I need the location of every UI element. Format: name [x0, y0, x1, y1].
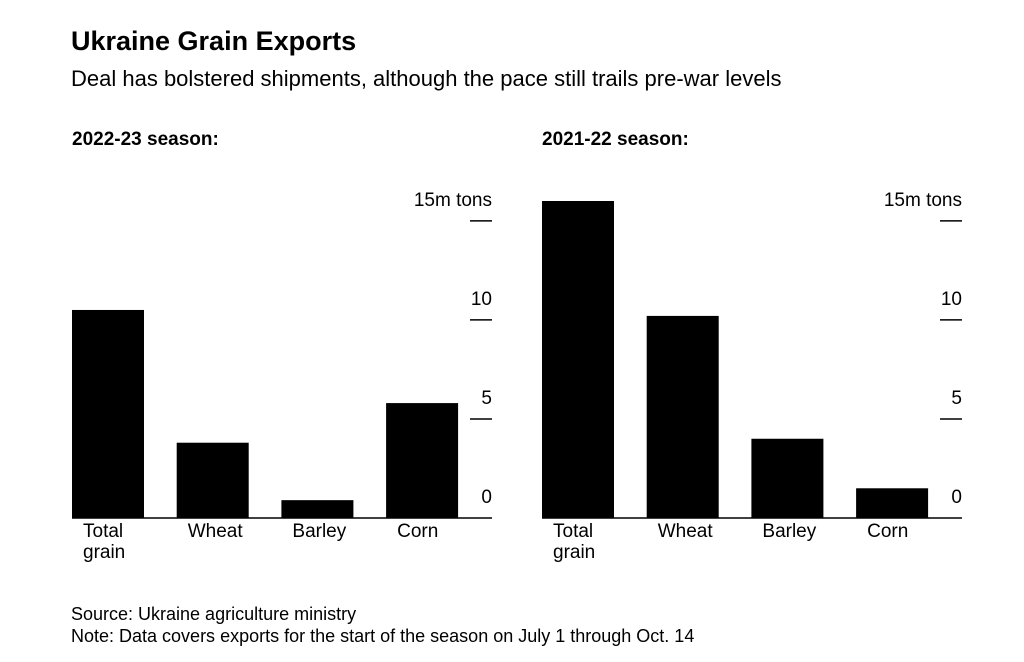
bar [72, 309, 144, 518]
chart-title: 2021-22 season: [542, 129, 689, 150]
y-tick-label: 10 [940, 288, 962, 310]
x-tick-label: Total grain [553, 521, 596, 563]
bar [751, 438, 824, 518]
x-tick-label: Corn [397, 521, 439, 542]
bar [386, 403, 459, 518]
bar [281, 500, 354, 518]
bar [542, 201, 614, 518]
y-tick-label: 0 [481, 487, 492, 508]
bar [646, 315, 719, 518]
y-tick-label: 15m tons [883, 189, 962, 211]
title: Ukraine Grain Exports [71, 26, 357, 56]
note: Note: Data covers exports for the start … [71, 626, 695, 646]
x-tick-label: Barley [762, 521, 817, 542]
y-tick-label: 10 [470, 288, 492, 310]
y-tick-label: 0 [951, 487, 962, 508]
bar [176, 442, 249, 518]
x-tick-label: Corn [867, 521, 909, 542]
y-tick-label: 15m tons [413, 189, 492, 211]
x-tick-label: Wheat [657, 521, 713, 542]
source: Source: Ukraine agriculture ministry [71, 604, 357, 624]
y-tick-label: 5 [951, 387, 962, 409]
x-tick-label: Total grain [83, 521, 126, 563]
bar [856, 488, 929, 518]
x-tick-label: Wheat [187, 521, 243, 542]
y-tick-label: 5 [481, 387, 492, 409]
x-tick-label: Barley [292, 521, 347, 542]
subtitle: Deal has bolstered shipments, although t… [71, 66, 782, 91]
chart-title: 2022-23 season: [72, 129, 219, 150]
